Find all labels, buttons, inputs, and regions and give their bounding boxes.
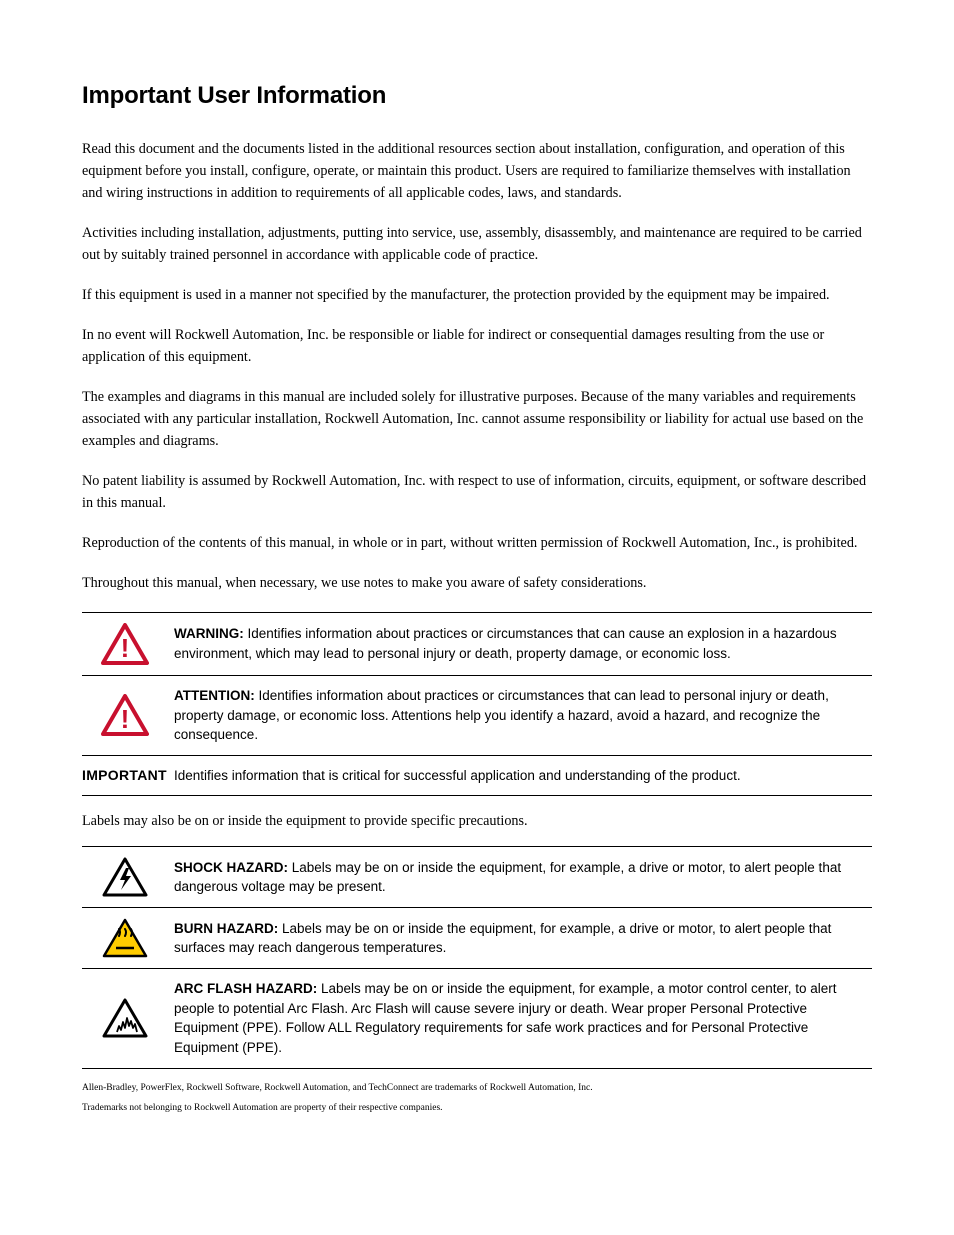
between-tables-text: Labels may also be on or inside the equi…: [82, 810, 872, 832]
footnote-line: Allen-Bradley, PowerFlex, Rockwell Softw…: [82, 1083, 872, 1093]
warning-triangle-icon: !: [82, 676, 174, 756]
document-page: Important User Information Read this doc…: [0, 0, 954, 1235]
notice-row: ARC FLASH HAZARD: Labels may be on or in…: [82, 969, 872, 1068]
hazard-label-table: SHOCK HAZARD: Labels may be on or inside…: [82, 846, 872, 1068]
notice-text: SHOCK HAZARD: Labels may be on or inside…: [174, 847, 872, 908]
burn-hazard-icon: [82, 908, 174, 969]
arc-flash-hazard-icon: [82, 969, 174, 1068]
notice-body: Identifies information that is critical …: [174, 768, 741, 783]
body-paragraph: Activities including installation, adjus…: [82, 222, 872, 266]
notice-text: WARNING: Identifies information about pr…: [174, 613, 872, 676]
notice-row: ! WARNING: Identifies information about …: [82, 613, 872, 676]
notice-label: ATTENTION:: [174, 688, 255, 703]
body-paragraph: If this equipment is used in a manner no…: [82, 284, 872, 306]
body-paragraph: Throughout this manual, when necessary, …: [82, 572, 872, 594]
notice-row: ! ATTENTION: Identifies information abou…: [82, 676, 872, 756]
notice-text: ATTENTION: Identifies information about …: [174, 676, 872, 756]
body-paragraph: Read this document and the documents lis…: [82, 138, 872, 204]
notice-text: BURN HAZARD: Labels may be on or inside …: [174, 908, 872, 969]
safety-notice-table: ! WARNING: Identifies information about …: [82, 612, 872, 796]
notice-text: ARC FLASH HAZARD: Labels may be on or in…: [174, 969, 872, 1068]
svg-text:!: !: [121, 704, 130, 734]
body-paragraph: In no event will Rockwell Automation, In…: [82, 324, 872, 368]
notice-row: BURN HAZARD: Labels may be on or inside …: [82, 908, 872, 969]
page-title: Important User Information: [82, 82, 872, 110]
notice-label: WARNING:: [174, 626, 244, 641]
notice-label: BURN HAZARD:: [174, 921, 278, 936]
body-paragraph: The examples and diagrams in this manual…: [82, 386, 872, 452]
shock-hazard-icon: [82, 847, 174, 908]
body-paragraph: Reproduction of the contents of this man…: [82, 532, 872, 554]
body-paragraph: No patent liability is assumed by Rockwe…: [82, 470, 872, 514]
important-label: IMPORTANT: [82, 755, 174, 796]
warning-triangle-icon: !: [82, 613, 174, 676]
notice-body: Identifies information about practices o…: [174, 626, 837, 661]
svg-text:!: !: [121, 633, 130, 663]
notice-text: Identifies information that is critical …: [174, 755, 872, 796]
notice-row: IMPORTANT Identifies information that is…: [82, 755, 872, 796]
notice-label: ARC FLASH HAZARD:: [174, 981, 317, 996]
footnote-line: Trademarks not belonging to Rockwell Aut…: [82, 1103, 872, 1113]
notice-label: SHOCK HAZARD:: [174, 860, 288, 875]
notice-body: Identifies information about practices o…: [174, 688, 829, 742]
footnotes: Allen-Bradley, PowerFlex, Rockwell Softw…: [82, 1083, 872, 1113]
notice-row: SHOCK HAZARD: Labels may be on or inside…: [82, 847, 872, 908]
